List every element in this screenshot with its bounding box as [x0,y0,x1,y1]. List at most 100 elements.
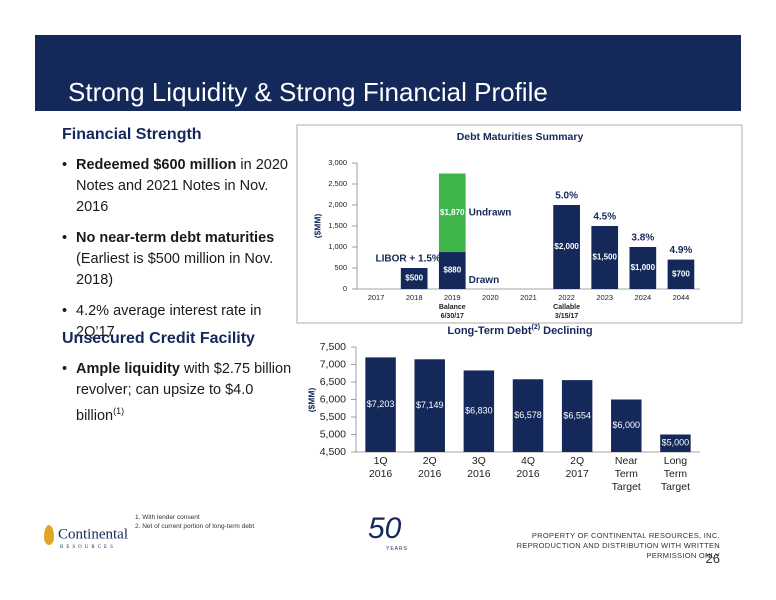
bar [561,380,593,452]
footnote: 1. With lender consent [135,514,200,521]
bullet: No near-term debt maturities (Earliest i… [62,228,292,291]
x-tick-label: 1Q 2016 [368,455,393,480]
x-tick-label: Near Term Target [611,455,641,493]
section: Unsecured Credit Facility Ample liquidit… [62,328,292,427]
x-tick-label: 2Q 2016 [418,455,442,480]
y-tick-label: 6,000 [320,393,346,405]
x-tick-label: 2022 [558,293,575,302]
x-tick-label: 2023 [596,293,613,302]
bar [414,359,445,452]
x-tick-label: 2020 [482,293,499,302]
rate-label: 4.5% [593,212,616,223]
chart-title-text: Debt Maturities Summary [457,131,584,143]
bullet-text: (Earliest is $500 million in Nov. 2018) [76,251,274,288]
y-tick-label: 2,000 [328,200,347,209]
y-tick-label: 4,500 [320,446,346,458]
rate-label: 4.9% [670,245,693,256]
value-label: $5,000 [662,438,690,448]
y-tick-label: 5,500 [320,411,346,423]
section-heading: Unsecured Credit Facility [62,330,255,347]
bar-segment [553,205,580,289]
y-tick-label: 1,000 [328,242,347,251]
bar-segment [438,252,466,289]
logo-name: Continental [58,526,128,543]
chart-title-sup: (2) [532,324,541,331]
y-tick-label: 6,500 [320,376,346,388]
section-heading: Financial Strength [62,126,202,143]
value-label: $500 [405,274,423,283]
value-label: $7,203 [367,399,395,409]
series-label: Drawn [469,275,500,286]
bullet: Ample liquidity with $2.75 billion revol… [62,359,292,427]
chart-title: Debt Maturities Summary [457,131,584,143]
x-tick-label: 2019 [444,293,461,302]
x-tick-label: 2018 [406,293,423,302]
value-label: $1,500 [592,253,617,262]
x-tick-label: 2044 [673,293,690,302]
x-tick-label: 2021 [520,293,537,302]
y-tick-label: 500 [334,263,347,272]
notice: PROPERTY OF CONTINENTAL RESOURCES, INC. … [516,531,720,560]
bar-segment [400,268,428,289]
y-tick-label: 5,000 [320,428,346,440]
value-label: $700 [672,269,690,278]
value-label: $1,870 [440,208,465,217]
bullet-text: in 2020 Notes and 2021 Notes in Nov. 201… [76,157,288,215]
section: Financial Strength Redeemed $600 million… [62,124,292,343]
y-tick-label: 7,500 [320,341,346,353]
bar-segment [438,173,466,253]
y-tick-label: 1,500 [328,221,347,230]
header-band [35,35,741,111]
bar [660,434,691,452]
bullet: Redeemed $600 million in 2020 Notes and … [62,155,292,218]
footnotes: 1. With lender consent 2. Net of current… [135,513,254,531]
bar-segment [667,259,695,289]
bullet: 4.2% average interest rate in 2Q’17 [62,301,292,343]
logo: Continental RESOURCES [44,525,128,550]
category-note: 6/30/17 [441,313,464,320]
footnote-ref: (1) [113,406,125,416]
bullet-bold: No near-term debt maturities [76,230,275,246]
x-tick-label-box: Long Term Target [661,455,690,493]
y-tick-label: 2,500 [328,179,347,188]
x-tick-label-box: 4Q 2016 [516,455,540,480]
value-label: $6,554 [563,410,591,420]
series-label: Undrawn [469,207,512,218]
bar [463,370,495,452]
value-label: $880 [443,266,461,275]
bullet-text: 4.2% average interest rate in 2Q’17 [76,303,262,340]
bar-segment [629,247,657,289]
bar-segment [591,226,619,289]
x-tick-label-box: 2Q 2016 [418,455,442,480]
y-tick-label: 7,000 [320,358,346,370]
x-tick-label-box: 2Q 2017 [565,455,588,480]
chart-title-text: Long-Term Debt [447,325,531,337]
x-tick-label: 2017 [368,293,385,302]
value-label: $6,578 [514,410,542,420]
rate-label: LIBOR + 1.5% [376,254,441,265]
bullet-text: with $2.75 billion revolver; can upsize … [76,361,292,424]
rate-label: 3.8% [631,233,654,244]
chart-frame [296,124,743,324]
bar [365,357,396,452]
value-label: $7,149 [416,400,444,410]
value-label: $6,000 [613,420,641,430]
bar [611,399,642,452]
chart-title-end: Declining [540,325,593,337]
bar [512,379,544,452]
x-tick-label-box: 1Q 2016 [368,455,393,480]
bullet-bold: Redeemed $600 million [76,157,237,173]
y-tick-label: 3,000 [328,158,347,167]
value-label: $1,000 [631,263,656,272]
category-note: Balance [439,304,466,311]
value-label: $6,830 [465,406,493,416]
category-note: 3/15/17 [555,313,578,320]
footnote: 2. Net of current portion of long-term d… [135,523,255,530]
x-tick-label-box: 3Q 2016 [467,455,491,480]
x-tick-label: 3Q 2016 [467,455,491,480]
value-label: $2,000 [554,242,579,251]
x-tick-label: 4Q 2016 [516,455,540,480]
y-tick-label: 0 [343,284,347,293]
rate-label: 5.0% [555,191,578,202]
